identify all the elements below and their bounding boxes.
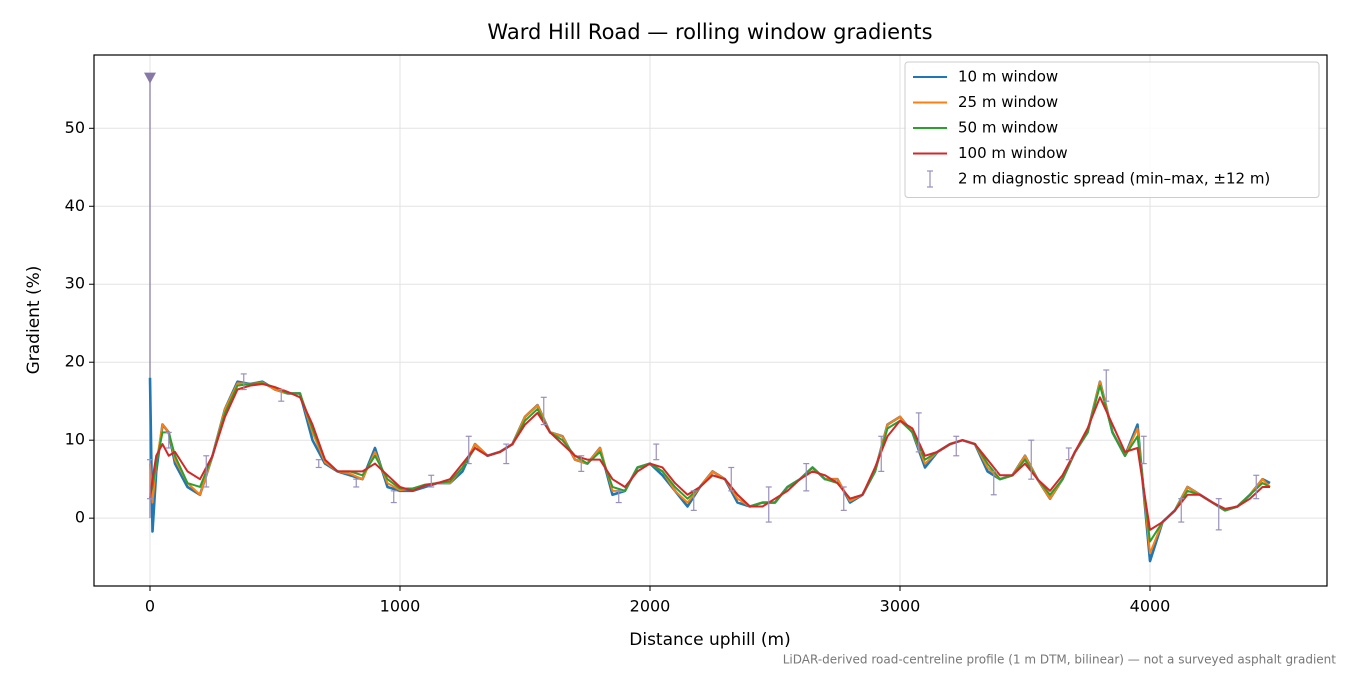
y-tick-label: 30 (65, 274, 85, 293)
plot-frame (93, 54, 1328, 587)
error-bar (728, 466, 735, 492)
error-bar (1215, 498, 1222, 531)
error-bar (503, 443, 510, 465)
y-tick-label: 40 (65, 196, 85, 215)
x-tick-label: 4000 (1130, 597, 1171, 616)
x-tick-label: 2000 (630, 597, 671, 616)
error-bar (1065, 447, 1072, 461)
error-bar (653, 443, 660, 461)
error-bar (1178, 498, 1185, 523)
error-bar (840, 486, 847, 511)
legend-label: 50 m window (958, 119, 1058, 137)
x-tick-label: 3000 (880, 597, 921, 616)
legend-label: 2 m diagnostic spread (min–max, ±12 m) (958, 170, 1270, 188)
error-bar (803, 462, 810, 492)
error-bar (428, 474, 435, 488)
series-line (149, 383, 1270, 531)
error-bar (690, 490, 697, 511)
x-axis-label: Distance uphill (m) (629, 630, 790, 650)
error-bar (765, 486, 772, 523)
error-bar (165, 431, 172, 449)
y-tick-label: 10 (65, 430, 85, 449)
legend-label: 10 m window (958, 68, 1058, 86)
y-tick-label: 50 (65, 118, 85, 137)
legend-box (904, 61, 1320, 198)
legend-label: 100 m window (958, 144, 1068, 162)
error-bar (615, 490, 622, 504)
y-axis-label: Gradient (%) (24, 266, 44, 375)
error-bar (147, 459, 153, 500)
error-bar (390, 490, 397, 504)
error-bar (1253, 474, 1260, 500)
error-bar (353, 478, 360, 488)
error-bar (1103, 369, 1110, 402)
error-bar (315, 459, 322, 469)
error-bar (578, 455, 585, 472)
x-tick-label: 0 (145, 597, 155, 616)
x-tick-label: 1000 (380, 597, 421, 616)
legend-label: 25 m window (958, 93, 1058, 111)
error-bar (278, 388, 285, 402)
error-bar (990, 470, 997, 496)
error-bar (915, 412, 922, 453)
error-bar (878, 435, 885, 472)
footnote: LiDAR-derived road-centreline profile (1… (783, 653, 1337, 667)
y-tick-label: 0 (75, 508, 85, 527)
error-bar (540, 396, 547, 426)
error-bar (1028, 439, 1035, 480)
error-bar (240, 373, 247, 391)
chart-title: Ward Hill Road — rolling window gradient… (487, 20, 932, 44)
spike-marker (144, 72, 156, 84)
error-bar (1140, 435, 1147, 465)
error-bar (203, 455, 210, 488)
series-line (148, 377, 1271, 563)
error-bar (465, 435, 472, 465)
y-tick-label: 20 (65, 352, 85, 371)
error-bar (953, 435, 960, 457)
